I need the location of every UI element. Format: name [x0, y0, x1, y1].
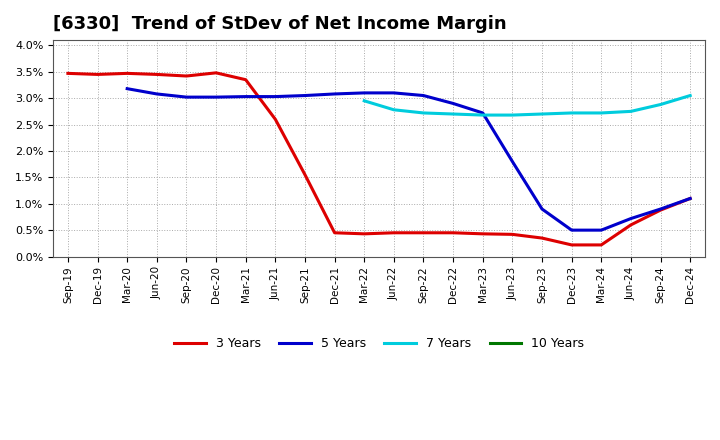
3 Years: [656, 207, 665, 213]
7 Years: [656, 102, 665, 107]
3 Years: [241, 77, 250, 82]
5 Years: [153, 92, 161, 97]
5 Years: [567, 227, 576, 233]
3 Years: [63, 71, 72, 76]
5 Years: [479, 110, 487, 116]
Legend: 3 Years, 5 Years, 7 Years, 10 Years: 3 Years, 5 Years, 7 Years, 10 Years: [169, 332, 589, 355]
5 Years: [597, 227, 606, 233]
3 Years: [419, 230, 428, 235]
7 Years: [449, 111, 457, 117]
3 Years: [271, 117, 279, 122]
5 Years: [656, 206, 665, 212]
5 Years: [301, 93, 310, 98]
Line: 7 Years: 7 Years: [364, 95, 690, 115]
7 Years: [360, 98, 369, 103]
5 Years: [182, 95, 191, 100]
Line: 3 Years: 3 Years: [68, 73, 690, 245]
3 Years: [360, 231, 369, 236]
5 Years: [449, 101, 457, 106]
3 Years: [123, 71, 132, 76]
5 Years: [508, 159, 517, 164]
5 Years: [241, 94, 250, 99]
5 Years: [419, 93, 428, 98]
3 Years: [508, 232, 517, 237]
3 Years: [301, 172, 310, 177]
3 Years: [330, 230, 339, 235]
7 Years: [538, 111, 546, 117]
3 Years: [390, 230, 398, 235]
3 Years: [538, 235, 546, 241]
3 Years: [567, 242, 576, 248]
5 Years: [212, 95, 220, 100]
7 Years: [686, 93, 695, 98]
5 Years: [360, 90, 369, 95]
3 Years: [686, 196, 695, 201]
5 Years: [123, 86, 132, 92]
7 Years: [479, 113, 487, 118]
7 Years: [567, 110, 576, 116]
3 Years: [479, 231, 487, 236]
5 Years: [538, 206, 546, 212]
3 Years: [182, 73, 191, 79]
Text: [6330]  Trend of StDev of Net Income Margin: [6330] Trend of StDev of Net Income Marg…: [53, 15, 507, 33]
7 Years: [390, 107, 398, 113]
Line: 5 Years: 5 Years: [127, 89, 690, 230]
3 Years: [153, 72, 161, 77]
5 Years: [330, 92, 339, 97]
7 Years: [419, 110, 428, 116]
3 Years: [449, 230, 457, 235]
3 Years: [212, 70, 220, 76]
7 Years: [597, 110, 606, 116]
3 Years: [597, 242, 606, 248]
5 Years: [626, 216, 635, 221]
3 Years: [93, 72, 102, 77]
7 Years: [626, 109, 635, 114]
3 Years: [626, 222, 635, 227]
5 Years: [686, 196, 695, 201]
5 Years: [271, 94, 279, 99]
7 Years: [508, 113, 517, 118]
5 Years: [390, 90, 398, 95]
